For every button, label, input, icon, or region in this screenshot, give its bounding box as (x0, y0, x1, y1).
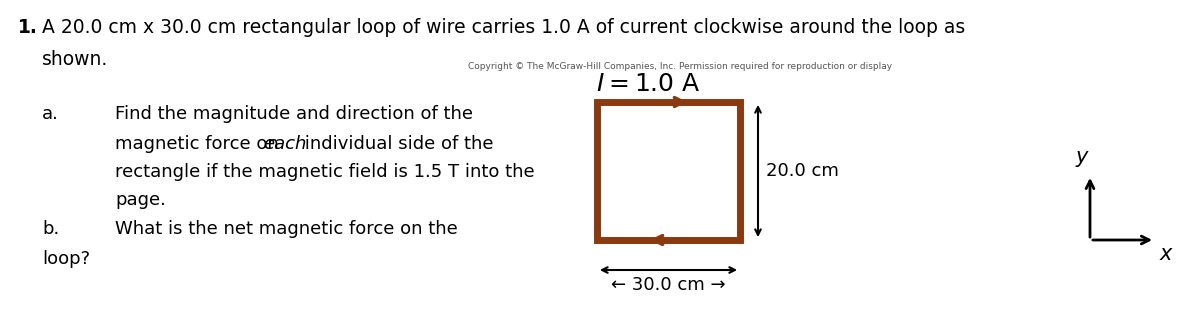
Text: ← 30.0 cm →: ← 30.0 cm → (611, 276, 726, 294)
Text: page.: page. (115, 191, 166, 209)
Text: each: each (263, 135, 306, 153)
Text: individual side of the: individual side of the (299, 135, 493, 153)
Text: What is the net magnetic force on the: What is the net magnetic force on the (115, 220, 457, 238)
Text: A 20.0 cm x 30.0 cm rectangular loop of wire carries 1.0 A of current clockwise : A 20.0 cm x 30.0 cm rectangular loop of … (42, 18, 965, 37)
Text: loop?: loop? (42, 250, 90, 268)
FancyBboxPatch shape (598, 102, 740, 240)
Text: a.: a. (42, 105, 59, 123)
Text: magnetic force on: magnetic force on (115, 135, 284, 153)
Text: x: x (1160, 244, 1172, 264)
Text: $I = 1.0$ A: $I = 1.0$ A (595, 72, 701, 96)
Text: 20.0 cm: 20.0 cm (766, 162, 839, 180)
Text: b.: b. (42, 220, 59, 238)
Text: Copyright © The McGraw-Hill Companies, Inc. Permission required for reproduction: Copyright © The McGraw-Hill Companies, I… (468, 62, 892, 71)
Text: 1.: 1. (18, 18, 38, 37)
Text: shown.: shown. (42, 50, 108, 69)
Text: Find the magnitude and direction of the: Find the magnitude and direction of the (115, 105, 473, 123)
Text: rectangle if the magnetic field is 1.5 T into the: rectangle if the magnetic field is 1.5 T… (115, 163, 535, 181)
Text: y: y (1076, 147, 1088, 167)
